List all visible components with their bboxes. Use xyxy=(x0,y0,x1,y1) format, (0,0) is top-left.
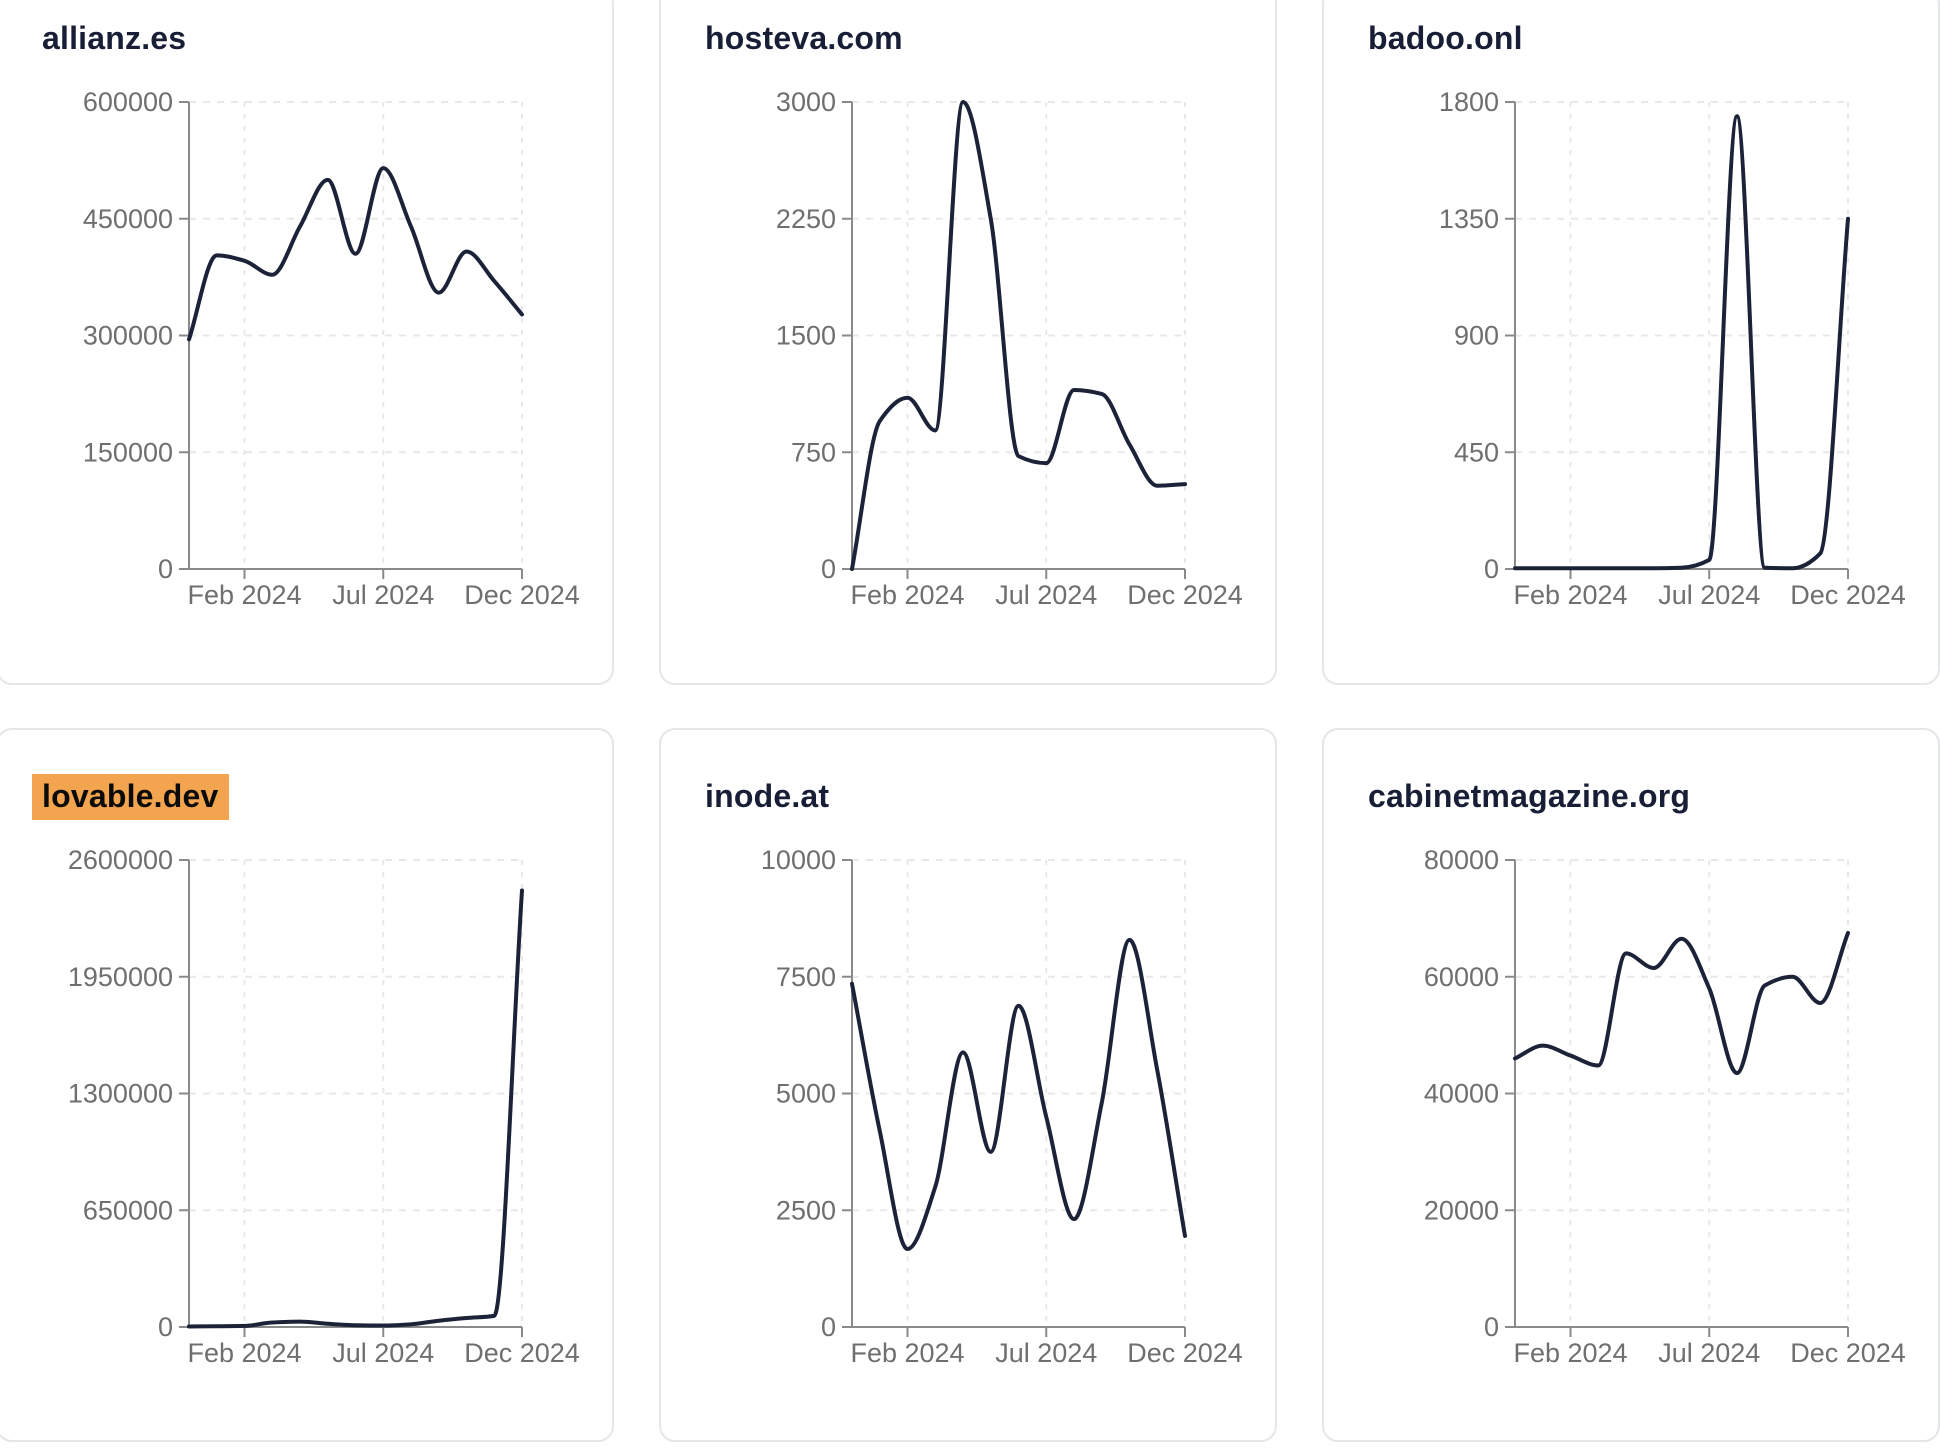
series-line xyxy=(850,100,1187,571)
line-chart: 0 650000 1300000 1950000 2600000 Feb 2024 Jul … xyxy=(68,845,580,1368)
x-tick-label: Feb 2024 xyxy=(187,1338,301,1368)
y-tick-label: 0 xyxy=(1484,554,1499,584)
y-tick-label: 1300000 xyxy=(68,1079,173,1109)
y-tick-label: 0 xyxy=(158,1312,173,1342)
line-chart: 0 20000 40000 60000 80000 Feb 2024 Jul 2024 Dec… xyxy=(1424,845,1906,1368)
y-tick-label: 5000 xyxy=(776,1079,836,1109)
y-tick-label: 1350 xyxy=(1439,204,1499,234)
y-tick-label: 10000 xyxy=(761,845,836,875)
x-tick-label: Jul 2024 xyxy=(1658,580,1760,610)
y-tick-label: 450 xyxy=(1454,437,1499,467)
chart-title-row: hosteva.com xyxy=(705,18,1239,64)
y-tick-label: 600000 xyxy=(83,87,173,117)
series-line xyxy=(1513,930,1850,1076)
x-tick-label: Jul 2024 xyxy=(1658,1338,1760,1368)
chart-title[interactable]: hosteva.com xyxy=(705,20,903,56)
series-line xyxy=(187,166,524,342)
chart-card: allianz.es 0 150000 300000 450000 600000 Feb … xyxy=(0,0,614,685)
y-tick-label: 60000 xyxy=(1424,962,1499,992)
y-tick-label: 1500 xyxy=(776,321,836,351)
x-tick-label: Dec 2024 xyxy=(1790,580,1906,610)
x-tick-label: Feb 2024 xyxy=(1513,1338,1627,1368)
chart-card: badoo.onl 0 450 900 1350 1800 Feb 2024 Jul 202… xyxy=(1322,0,1940,685)
chart-title[interactable]: badoo.onl xyxy=(1368,20,1523,56)
chart-card: lovable.dev 0 650000 1300000 1950000 2600000… xyxy=(0,728,614,1442)
x-tick-label: Dec 2024 xyxy=(464,580,580,610)
x-tick-label: Dec 2024 xyxy=(1127,1338,1243,1368)
y-tick-label: 2500 xyxy=(776,1195,836,1225)
x-tick-label: Dec 2024 xyxy=(1127,580,1243,610)
y-tick-label: 0 xyxy=(1484,1312,1499,1342)
x-tick-label: Feb 2024 xyxy=(850,580,964,610)
line-chart: 0 450 900 1350 1800 Feb 2024 Jul 2024 Dec 2024 xyxy=(1439,87,1906,610)
x-tick-label: Feb 2024 xyxy=(187,580,301,610)
x-tick-label: Feb 2024 xyxy=(1513,580,1627,610)
chart-title-row: badoo.onl xyxy=(1368,18,1902,64)
y-tick-label: 650000 xyxy=(83,1195,173,1225)
line-chart: 0 2500 5000 7500 10000 Feb 2024 Jul 2024 Dec 20… xyxy=(761,845,1243,1368)
y-tick-label: 900 xyxy=(1454,321,1499,351)
chart-title[interactable]: allianz.es xyxy=(42,20,187,56)
line-chart: 0 750 1500 2250 3000 Feb 2024 Jul 2024 Dec 2024 xyxy=(776,87,1243,610)
y-tick-label: 1800 xyxy=(1439,87,1499,117)
y-tick-label: 300000 xyxy=(83,321,173,351)
x-tick-label: Jul 2024 xyxy=(995,580,1097,610)
y-tick-label: 150000 xyxy=(83,437,173,467)
y-tick-label: 20000 xyxy=(1424,1195,1499,1225)
x-tick-label: Jul 2024 xyxy=(332,1338,434,1368)
y-tick-label: 3000 xyxy=(776,87,836,117)
line-chart: 0 150000 300000 450000 600000 Feb 2024 Jul 202… xyxy=(83,87,580,610)
chart-title[interactable]: lovable.dev xyxy=(32,774,229,820)
x-tick-label: Jul 2024 xyxy=(995,1338,1097,1368)
y-tick-label: 0 xyxy=(821,554,836,584)
chart-title[interactable]: cabinetmagazine.org xyxy=(1368,778,1691,814)
x-tick-label: Feb 2024 xyxy=(850,1338,964,1368)
y-tick-label: 0 xyxy=(821,1312,836,1342)
series-line xyxy=(187,888,524,1329)
y-tick-label: 1950000 xyxy=(68,962,173,992)
chart-title-row: allianz.es xyxy=(42,18,576,64)
x-tick-label: Dec 2024 xyxy=(464,1338,580,1368)
chart-card: inode.at 0 2500 5000 7500 10000 Feb 2024 Jul 2… xyxy=(659,728,1277,1442)
chart-title-row: inode.at xyxy=(705,776,1239,822)
chart-title-row: cabinetmagazine.org xyxy=(1368,776,1902,822)
chart-card: cabinetmagazine.org 0 20000 40000 60000 8000… xyxy=(1322,728,1940,1442)
chart-title[interactable]: inode.at xyxy=(705,778,830,814)
chart-title-row: lovable.dev xyxy=(32,774,576,822)
y-tick-label: 450000 xyxy=(83,204,173,234)
y-tick-label: 750 xyxy=(791,437,836,467)
x-tick-label: Dec 2024 xyxy=(1790,1338,1906,1368)
chart-card: hosteva.com 0 750 1500 2250 3000 Feb 2024 Jul … xyxy=(659,0,1277,685)
y-tick-label: 80000 xyxy=(1424,845,1499,875)
y-tick-label: 2250 xyxy=(776,204,836,234)
series-line xyxy=(1513,114,1850,571)
y-tick-label: 7500 xyxy=(776,962,836,992)
x-tick-label: Jul 2024 xyxy=(332,580,434,610)
y-tick-label: 40000 xyxy=(1424,1079,1499,1109)
y-tick-label: 0 xyxy=(158,554,173,584)
y-tick-label: 2600000 xyxy=(68,845,173,875)
series-line xyxy=(850,937,1187,1252)
